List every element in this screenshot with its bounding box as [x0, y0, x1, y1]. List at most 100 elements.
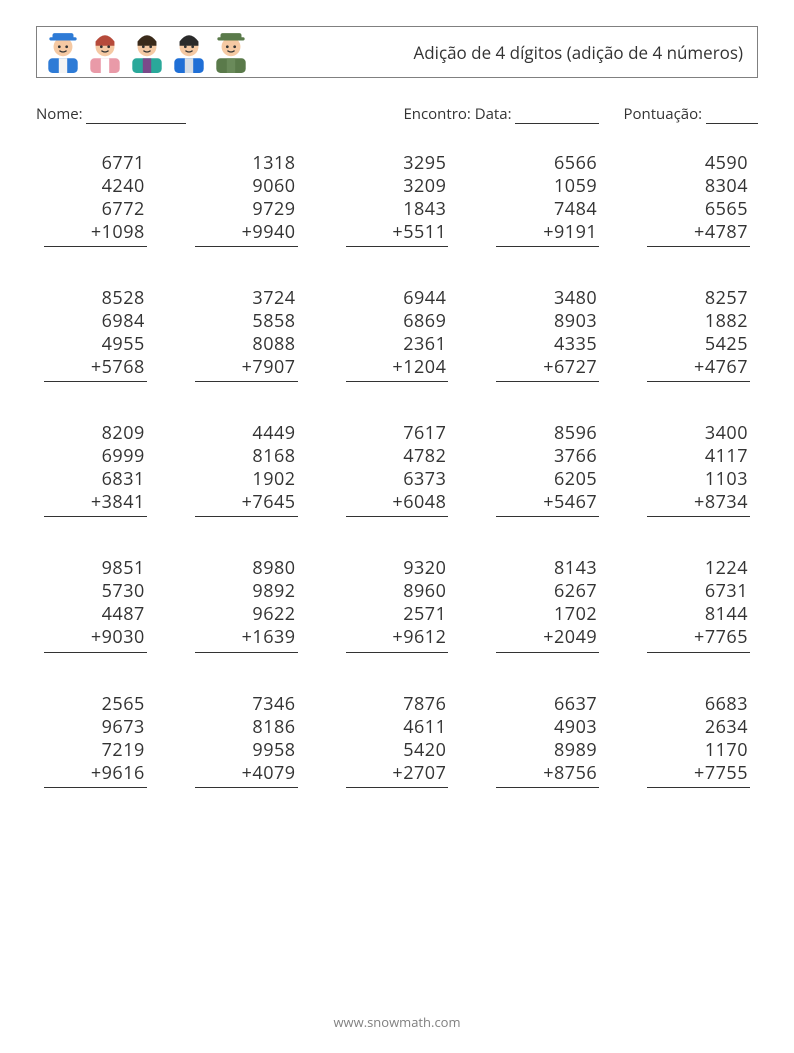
name-label: Nome:: [36, 104, 83, 124]
footer-text: www.snowmath.com: [333, 1013, 460, 1031]
addend: 5420: [346, 739, 449, 762]
addend: 1702: [496, 603, 599, 626]
addend: 8304: [647, 175, 750, 198]
addend-last: +9030: [44, 626, 147, 652]
addend: 2565: [44, 693, 147, 716]
addend: 1059: [496, 175, 599, 198]
addend: 6771: [44, 152, 147, 175]
addend: 8209: [44, 422, 147, 445]
addend: 5730: [44, 580, 147, 603]
addend: 3480: [496, 287, 599, 310]
addend: 6944: [346, 287, 449, 310]
score-label: Pontuação:: [623, 104, 702, 124]
addend: 6869: [346, 310, 449, 333]
addend: 9958: [195, 739, 298, 762]
addend: 2571: [346, 603, 449, 626]
avatar-worker: [45, 31, 81, 73]
addend: 1103: [647, 468, 750, 491]
avatar-woman2: [171, 31, 207, 73]
addend: 9673: [44, 716, 147, 739]
addend: 6565: [647, 198, 750, 221]
addend: 1902: [195, 468, 298, 491]
avatar-boy: [129, 31, 165, 73]
addend: 8980: [195, 557, 298, 580]
addition-problem: 820969996831+3841: [44, 422, 147, 517]
addend: 2634: [647, 716, 750, 739]
addend: 6373: [346, 468, 449, 491]
addend: 7484: [496, 198, 599, 221]
addend-last: +7755: [647, 762, 750, 788]
addend: 3724: [195, 287, 298, 310]
addend: 8989: [496, 739, 599, 762]
score-blank[interactable]: [706, 108, 758, 124]
addend-last: +6727: [496, 356, 599, 382]
addend-last: +9191: [496, 221, 599, 247]
avatar-soldier: [213, 31, 249, 73]
addend-last: +7765: [647, 626, 750, 652]
addend-last: +6048: [346, 491, 449, 517]
addend: 6566: [496, 152, 599, 175]
addend: 3766: [496, 445, 599, 468]
addend-last: +1204: [346, 356, 449, 382]
addend: 2361: [346, 333, 449, 356]
addend: 8903: [496, 310, 599, 333]
name-blank[interactable]: [86, 108, 186, 124]
addition-problem: 859637666205+5467: [496, 422, 599, 517]
addend: 6731: [647, 580, 750, 603]
addend: 7876: [346, 693, 449, 716]
addend: 9320: [346, 557, 449, 580]
addition-problem: 663749038989+8756: [496, 693, 599, 788]
addend: 8186: [195, 716, 298, 739]
avatar-row: [45, 31, 249, 73]
addend-last: +2049: [496, 626, 599, 652]
addend: 4240: [44, 175, 147, 198]
addend: 8257: [647, 287, 750, 310]
addend: 4487: [44, 603, 147, 626]
avatar-boy-icon: [129, 31, 165, 73]
addition-problem: 444981681902+7645: [195, 422, 298, 517]
addition-problem: 656610597484+9191: [496, 152, 599, 247]
addition-problem: 340041171103+8734: [647, 422, 750, 517]
header-box: Adição de 4 dígitos (adição de 4 números…: [36, 26, 758, 78]
addend: 6267: [496, 580, 599, 603]
addend: 4335: [496, 333, 599, 356]
score-field: Pontuação:: [623, 104, 758, 124]
addend-last: +4767: [647, 356, 750, 382]
addition-problem: 787646115420+2707: [346, 693, 449, 788]
addend-last: +5511: [346, 221, 449, 247]
addend: 9622: [195, 603, 298, 626]
footer: www.snowmath.com: [0, 1013, 794, 1031]
avatar-woman1-icon: [87, 31, 123, 73]
addend: 8144: [647, 603, 750, 626]
addend: 5425: [647, 333, 750, 356]
date-field: Encontro: Data:: [403, 104, 599, 124]
addend: 4611: [346, 716, 449, 739]
addend: 3295: [346, 152, 449, 175]
avatar-woman2-icon: [171, 31, 207, 73]
addend: 1843: [346, 198, 449, 221]
addend: 9060: [195, 175, 298, 198]
addend: 1170: [647, 739, 750, 762]
addend: 4117: [647, 445, 750, 468]
addition-problem: 668326341170+7755: [647, 693, 750, 788]
addend: 4903: [496, 716, 599, 739]
addend: 1318: [195, 152, 298, 175]
date-blank[interactable]: [515, 108, 599, 124]
addend-last: +5467: [496, 491, 599, 517]
addend: 3209: [346, 175, 449, 198]
addend: 4590: [647, 152, 750, 175]
worksheet-page: Adição de 4 dígitos (adição de 4 números…: [0, 0, 794, 808]
addend-last: +2707: [346, 762, 449, 788]
name-field: Nome:: [36, 104, 186, 124]
addend: 7346: [195, 693, 298, 716]
addend-last: +3841: [44, 491, 147, 517]
addition-problem: 131890609729+9940: [195, 152, 298, 247]
addend-last: +9940: [195, 221, 298, 247]
addend-last: +5768: [44, 356, 147, 382]
addend-last: +4787: [647, 221, 750, 247]
addition-problem: 372458588088+7907: [195, 287, 298, 382]
addend: 6205: [496, 468, 599, 491]
addend: 1882: [647, 310, 750, 333]
addition-problem: 761747826373+6048: [346, 422, 449, 517]
addend: 9892: [195, 580, 298, 603]
